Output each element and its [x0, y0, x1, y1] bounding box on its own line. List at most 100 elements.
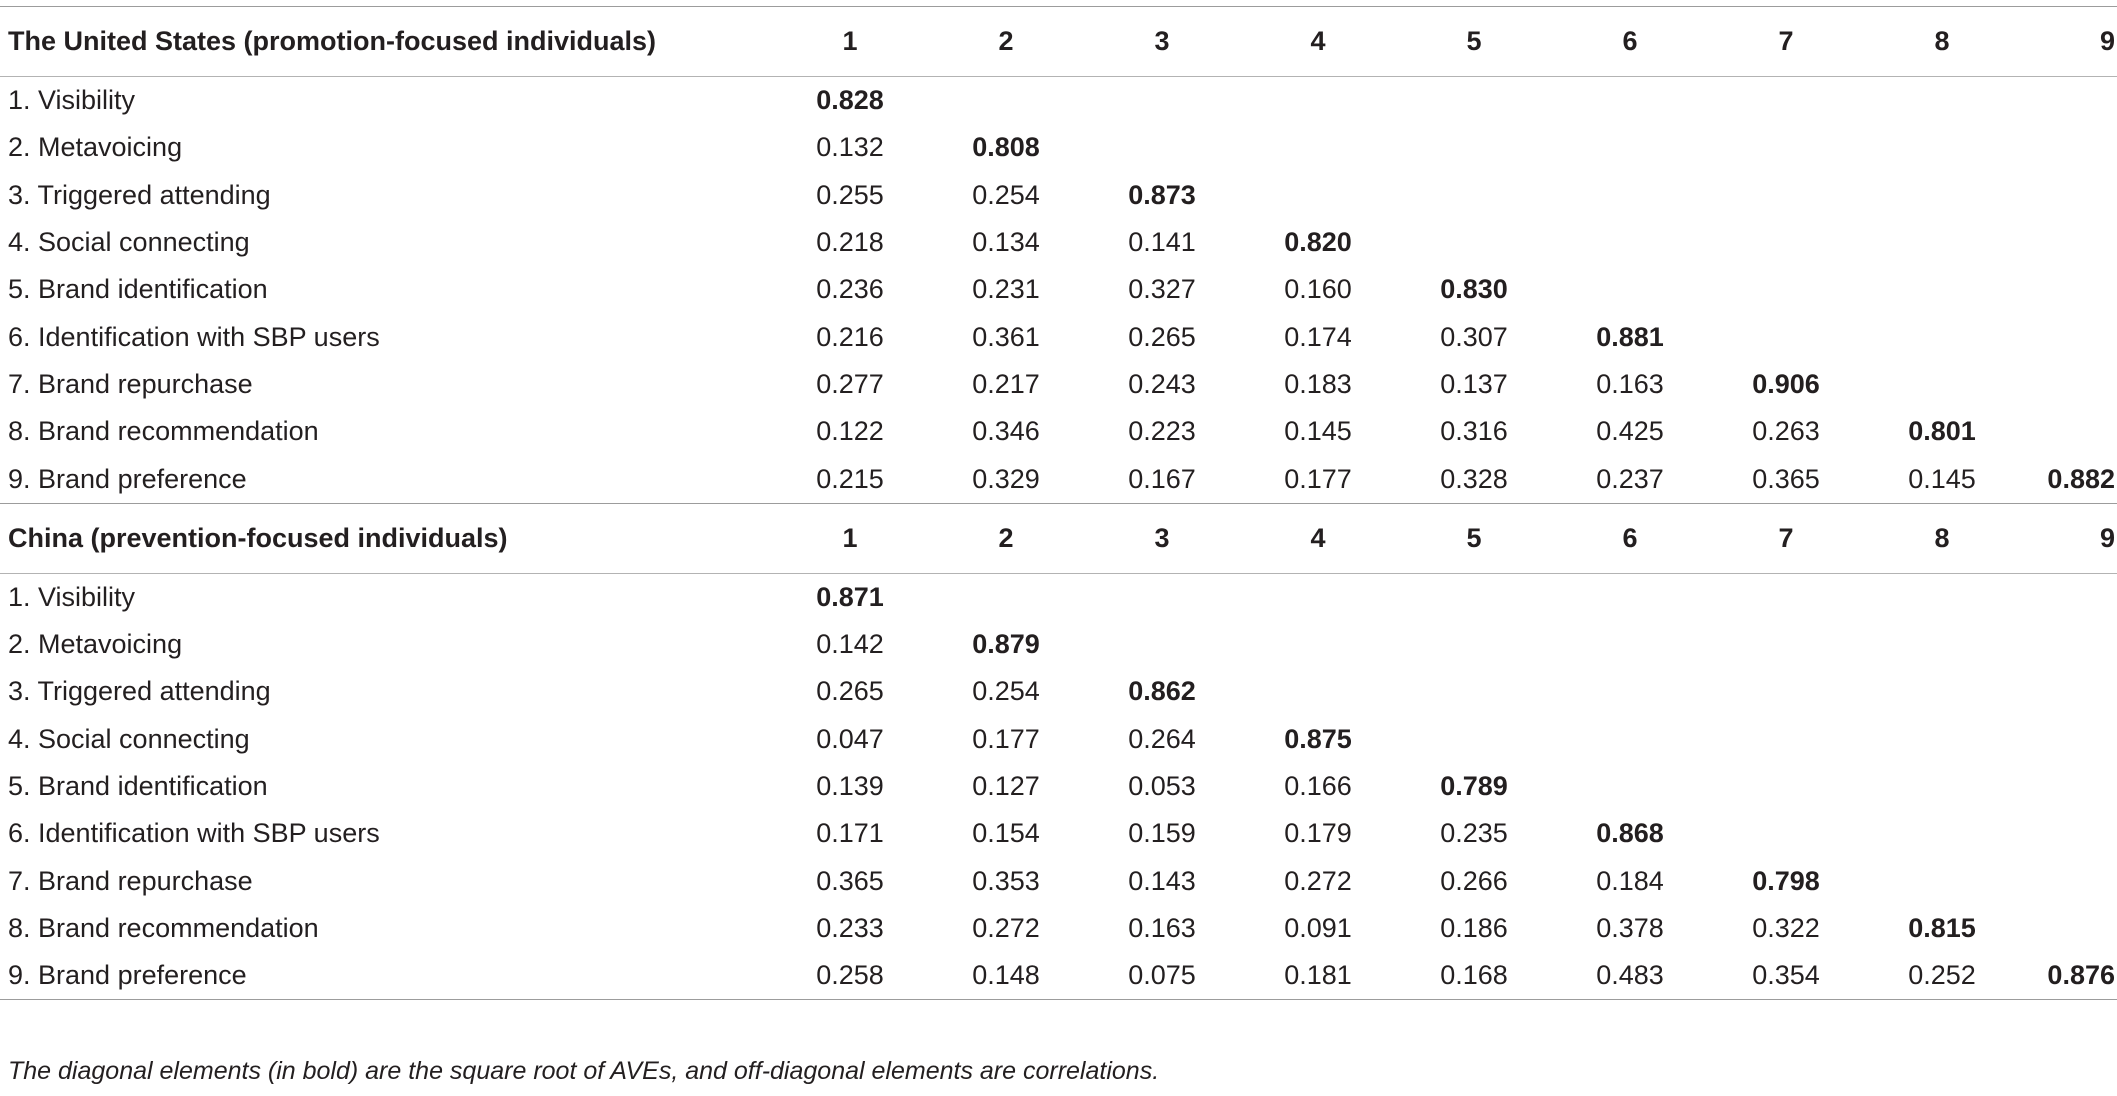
correlation-value: 0.184 — [1596, 865, 1664, 896]
correlation-value: 0.327 — [1128, 274, 1196, 305]
column-header: 1 — [772, 502, 928, 574]
empty-cell — [1240, 573, 1396, 621]
empty-cell — [2020, 313, 2117, 360]
diagonal-value: 0.820 — [1284, 227, 1352, 258]
panel-header-row: China (prevention-focused individuals) 1 2… — [0, 502, 2117, 574]
column-header: 8 — [1864, 502, 2020, 574]
column-header: 3 — [1084, 502, 1240, 574]
correlation-value: 0.132 — [816, 132, 884, 163]
correlation-value: 0.378 — [1596, 912, 1664, 943]
diagonal-value: 0.789 — [1440, 771, 1508, 801]
empty-cell — [1708, 313, 1864, 360]
empty-cell — [1864, 621, 2020, 668]
row-label: 5. Brand identification — [8, 771, 268, 801]
empty-cell — [1864, 857, 2020, 904]
correlation-value: 0.139 — [816, 771, 884, 801]
correlation-value: 0.127 — [972, 771, 1040, 801]
empty-cell — [1864, 361, 2020, 408]
table-row: 2. Metavoicing 0.142 0.879 — [0, 621, 2117, 668]
correlation-value: 0.365 — [1752, 463, 1820, 494]
empty-cell — [1240, 124, 1396, 171]
empty-cell — [1396, 716, 1552, 763]
table-footnote: The diagonal elements (in bold) are the … — [8, 1057, 1160, 1085]
empty-cell — [1708, 810, 1864, 857]
correlation-value: 0.183 — [1284, 368, 1352, 399]
table-row: 7. Brand repurchase 0.365 0.353 0.143 0.272 0… — [0, 857, 2117, 904]
correlation-value: 0.177 — [1284, 463, 1352, 494]
empty-cell — [928, 77, 1084, 125]
empty-cell — [1396, 668, 1552, 715]
empty-cell — [2020, 77, 2117, 125]
empty-cell — [2020, 810, 2117, 857]
column-header: 7 — [1708, 6, 1864, 77]
empty-cell — [1864, 573, 2020, 621]
empty-cell — [2020, 219, 2117, 266]
column-header: 9 — [2020, 6, 2117, 77]
correlation-value: 0.265 — [816, 676, 884, 707]
correlation-value: 0.179 — [1284, 818, 1352, 849]
correlation-value: 0.215 — [816, 463, 884, 494]
empty-cell — [1552, 124, 1708, 171]
correlation-value: 0.091 — [1284, 912, 1352, 943]
empty-cell — [1396, 124, 1552, 171]
column-header: 4 — [1240, 502, 1396, 574]
correlation-value: 0.255 — [816, 179, 884, 210]
column-header: 8 — [1864, 6, 2020, 77]
row-label: 9. Brand preference — [8, 463, 247, 494]
diagonal-value: 0.906 — [1752, 368, 1820, 399]
correlation-value: 0.322 — [1752, 912, 1820, 943]
empty-cell — [928, 573, 1084, 621]
correlation-value: 0.354 — [1708, 952, 1864, 1001]
correlation-value: 0.134 — [972, 227, 1040, 258]
empty-cell — [1240, 668, 1396, 715]
empty-cell — [1864, 763, 2020, 810]
empty-cell — [1864, 77, 2020, 125]
table-row: 1. Visibility 0.828 — [0, 77, 2117, 125]
empty-cell — [1708, 124, 1864, 171]
empty-cell — [1864, 172, 2020, 219]
column-header: 2 — [928, 6, 1084, 77]
empty-cell — [1864, 668, 2020, 715]
row-label: 8. Brand recommendation — [8, 416, 319, 447]
empty-cell — [1552, 668, 1708, 715]
row-label: 7. Brand repurchase — [8, 368, 253, 399]
correlation-value: 0.168 — [1396, 952, 1552, 1001]
panel-title: The United States (promotion-focused ind… — [0, 6, 772, 77]
correlation-value: 0.483 — [1552, 952, 1708, 1001]
correlation-value: 0.217 — [972, 368, 1040, 399]
empty-cell — [1084, 124, 1240, 171]
table-row: 2. Metavoicing 0.132 0.808 — [0, 124, 2117, 171]
correlation-value: 0.216 — [816, 321, 884, 352]
table-row: 8. Brand recommendation 0.233 0.272 0.163 0.… — [0, 905, 2117, 952]
empty-cell — [1708, 763, 1864, 810]
correlation-value: 0.329 — [972, 463, 1040, 494]
correlation-value: 0.167 — [1128, 463, 1196, 494]
correlation-value: 0.233 — [816, 912, 884, 943]
empty-cell — [1552, 266, 1708, 313]
correlation-value: 0.053 — [1128, 771, 1196, 801]
row-label: 2. Metavoicing — [8, 132, 183, 163]
empty-cell — [2020, 361, 2117, 408]
empty-cell — [1708, 621, 1864, 668]
correlation-value: 0.266 — [1440, 865, 1508, 896]
empty-cell — [1084, 621, 1240, 668]
correlation-value: 0.141 — [1128, 227, 1196, 258]
diagonal-value: 0.868 — [1596, 818, 1664, 849]
column-header: 4 — [1240, 6, 1396, 77]
diagonal-value: 0.879 — [972, 629, 1040, 660]
empty-cell — [1708, 219, 1864, 266]
correlation-value: 0.272 — [1284, 865, 1352, 896]
row-label: 1. Visibility — [8, 85, 136, 116]
empty-cell — [1864, 716, 2020, 763]
table-row: 3. Triggered attending 0.255 0.254 0.873 — [0, 172, 2117, 219]
empty-cell — [1708, 668, 1864, 715]
row-label: 6. Identification with SBP users — [8, 818, 380, 849]
empty-cell — [1396, 621, 1552, 668]
empty-cell — [2020, 408, 2117, 455]
correlation-value: 0.307 — [1440, 321, 1508, 352]
empty-cell — [1552, 716, 1708, 763]
correlation-value: 0.258 — [772, 952, 928, 1001]
correlation-value: 0.237 — [1596, 463, 1664, 494]
empty-cell — [1552, 573, 1708, 621]
correlation-value: 0.243 — [1128, 368, 1196, 399]
